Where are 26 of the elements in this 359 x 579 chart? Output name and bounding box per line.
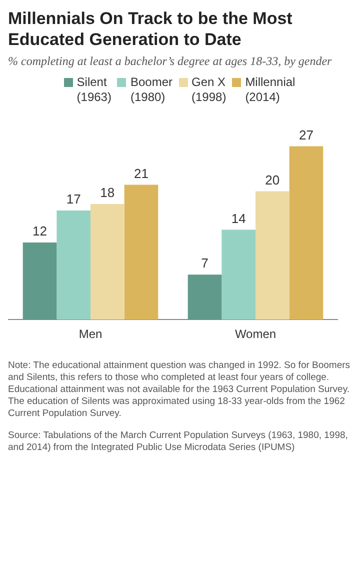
chart-title: Millennials On Track to be the Most Educated Generation to Date — [8, 8, 294, 50]
legend-label: Gen X (1998) — [192, 75, 226, 105]
data-label: 17 — [66, 192, 81, 207]
bar — [22, 242, 57, 320]
bar — [188, 274, 222, 320]
data-label: 21 — [134, 166, 148, 181]
chart-subtitle: % completing at least a bachelor’s degree at ages 18-33, by gender — [8, 54, 333, 69]
bar — [222, 230, 256, 320]
data-label: 7 — [201, 256, 208, 271]
data-label: 20 — [265, 172, 280, 188]
source-note: Source: Tabulations of the March Current Population Surveys (1963, 1980, 1998, and 2014) from the Integrated Public Use Microdata Series (IPUMS) — [8, 430, 349, 454]
text: Note: The educational attainment question was changed in 1992. So for Boomers and Silents, this refers to those who completed at least four years of college. Educational attainment was not available for the 1963 Current Population Survey. The education of Silents was approximated using 18-33 year-olds from the 1962 Current Population Survey. — [8, 360, 351, 420]
bar — [56, 210, 90, 320]
bar — [90, 204, 124, 320]
legend-label: Millennial (2014) — [245, 75, 296, 105]
data-label: 27 — [299, 127, 314, 142]
data-label: 12 — [32, 224, 47, 239]
x-tick-label: Men — [78, 327, 102, 342]
legend-label: Boomer (1980) — [130, 75, 172, 105]
bar — [124, 184, 158, 320]
x-tick-label: Women — [234, 327, 276, 342]
bar — [256, 191, 290, 320]
data-label: 14 — [231, 210, 246, 226]
bar — [289, 146, 324, 320]
data-label: 18 — [100, 185, 115, 200]
legend-label: Silent (1963) — [76, 75, 112, 105]
